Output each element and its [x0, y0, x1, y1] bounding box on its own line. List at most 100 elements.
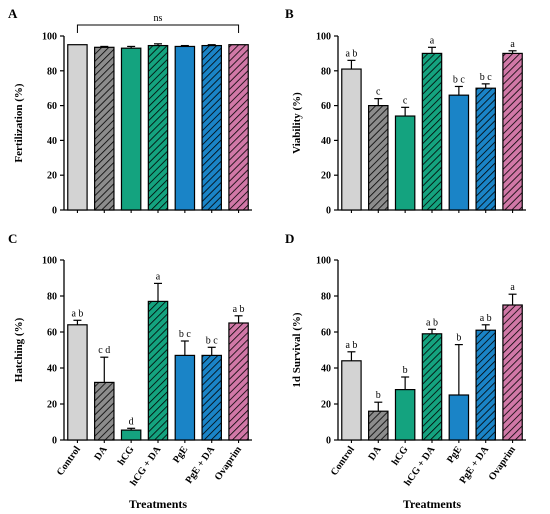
bar-hatch-3 — [422, 333, 442, 440]
significance-letter-4: b — [456, 333, 461, 344]
y-tick-label: 100 — [42, 32, 57, 43]
category-label-2: hCG — [390, 444, 411, 467]
bar-0 — [341, 68, 362, 211]
significance-letter-3: a b — [426, 317, 438, 328]
category-label-6: Ovaprim — [487, 444, 519, 483]
y-tick-label: 40 — [321, 364, 331, 375]
bar-hatch-5 — [202, 355, 222, 440]
bar-2 — [120, 429, 142, 441]
category-label-6: Ovaprim — [213, 444, 245, 483]
y-tick-label: 60 — [47, 101, 57, 112]
y-tick-label: 60 — [47, 328, 57, 339]
bar-4 — [174, 45, 196, 211]
bar-2 — [394, 389, 416, 441]
bar-hatch-1 — [94, 47, 114, 211]
bar-hatch-3 — [148, 45, 168, 210]
significance-letter-5: a b — [480, 313, 492, 324]
significance-letter-3: a — [156, 271, 161, 282]
ns-annotation: ns — [154, 13, 163, 24]
panel-letter: C — [8, 231, 17, 246]
significance-letter-3: a — [430, 35, 435, 46]
y-tick-label: 0 — [326, 206, 331, 217]
bar-hatch-3 — [422, 53, 442, 211]
category-label-1: DA — [92, 444, 110, 463]
significance-letter-6: a b — [233, 304, 245, 315]
category-label-1: DA — [366, 444, 384, 463]
y-tick-label: 20 — [321, 400, 331, 411]
y-tick-label: 100 — [316, 32, 331, 43]
y-tick-label: 40 — [321, 136, 331, 147]
category-label-4: PgE — [445, 444, 464, 465]
y-tick-label: 0 — [52, 436, 57, 447]
y-tick-label: 80 — [47, 292, 57, 303]
y-tick-label: 100 — [316, 256, 331, 267]
significance-letter-6: a — [510, 282, 515, 293]
significance-letter-0: a b — [71, 308, 83, 319]
panel-letter: A — [8, 6, 18, 21]
y-tick-label: 40 — [47, 364, 57, 375]
significance-letter-5: b c — [480, 72, 493, 83]
y-tick-label: 100 — [42, 256, 57, 267]
significance-letter-2: b — [403, 365, 408, 376]
significance-letter-4: b c — [453, 74, 466, 85]
panel-letter: B — [285, 6, 294, 21]
bar-hatch-6 — [228, 44, 249, 211]
bar-hatch-5 — [476, 330, 496, 440]
significance-letter-2: d — [129, 416, 134, 427]
panel-letter: D — [285, 231, 294, 246]
ns-bracket — [76, 24, 240, 33]
bar-hatch-6 — [502, 305, 523, 440]
y-axis-label: Fertilization (%) — [13, 83, 25, 162]
y-axis-label: 1d Survival (%) — [291, 312, 303, 388]
significance-letter-0: a b — [345, 340, 357, 351]
bar-hatch-1 — [94, 382, 114, 440]
panel-b: B Viability (%) 0 20 40 60 80 100 a b c c a b c b c a — [285, 6, 526, 217]
y-tick-label: 80 — [47, 66, 57, 77]
category-label-4: PgE — [171, 444, 190, 465]
bar-0 — [67, 324, 88, 441]
bar-4 — [448, 394, 470, 441]
bar-4 — [448, 94, 470, 211]
bar-2 — [120, 47, 142, 211]
y-axis-label: Hatching (%) — [13, 317, 25, 382]
bar-2 — [394, 115, 416, 211]
significance-letter-2: c — [403, 95, 408, 106]
bar-hatch-6 — [228, 323, 249, 440]
panel-c: C Hatching (%) 0 20 40 60 80 100 a b Control c d DA… — [8, 231, 252, 511]
significance-letter-6: a — [510, 39, 515, 50]
category-label-2: hCG — [116, 444, 137, 467]
bar-hatch-6 — [502, 53, 523, 211]
category-label-0: Control — [55, 444, 83, 478]
significance-letter-1: b — [376, 390, 381, 401]
y-tick-label: 60 — [321, 101, 331, 112]
bar-hatch-1 — [368, 105, 388, 210]
y-tick-label: 20 — [47, 171, 57, 182]
bar-0 — [341, 360, 362, 441]
x-axis-title: Treatments — [403, 497, 462, 511]
panel-d: D 1d Survival (%) 0 20 40 60 80 100 a b Control b D… — [285, 231, 526, 511]
significance-letter-4: b c — [179, 329, 192, 340]
significance-letter-0: a b — [345, 48, 357, 59]
category-label-0: Control — [329, 444, 357, 478]
bar-hatch-1 — [368, 411, 388, 440]
y-tick-label: 80 — [321, 292, 331, 303]
y-tick-label: 20 — [47, 400, 57, 411]
significance-letter-1: c d — [98, 345, 110, 356]
bar-hatch-5 — [476, 88, 496, 210]
significance-letter-1: c — [376, 87, 381, 98]
y-tick-label: 20 — [321, 171, 331, 182]
y-tick-label: 0 — [52, 206, 57, 217]
x-axis-title: Treatments — [129, 497, 188, 511]
panel-a: A Fertilization (%) 0 20 40 60 80 100 ns — [8, 6, 252, 217]
significance-letter-5: b c — [206, 335, 219, 346]
y-axis-label: Viability (%) — [291, 92, 303, 154]
bar-0 — [67, 44, 88, 211]
y-tick-label: 60 — [321, 328, 331, 339]
bar-hatch-3 — [148, 301, 168, 440]
y-tick-label: 0 — [326, 436, 331, 447]
y-tick-label: 40 — [47, 136, 57, 147]
y-tick-label: 80 — [321, 66, 331, 77]
bar-hatch-5 — [202, 45, 222, 210]
bar-4 — [174, 354, 196, 441]
